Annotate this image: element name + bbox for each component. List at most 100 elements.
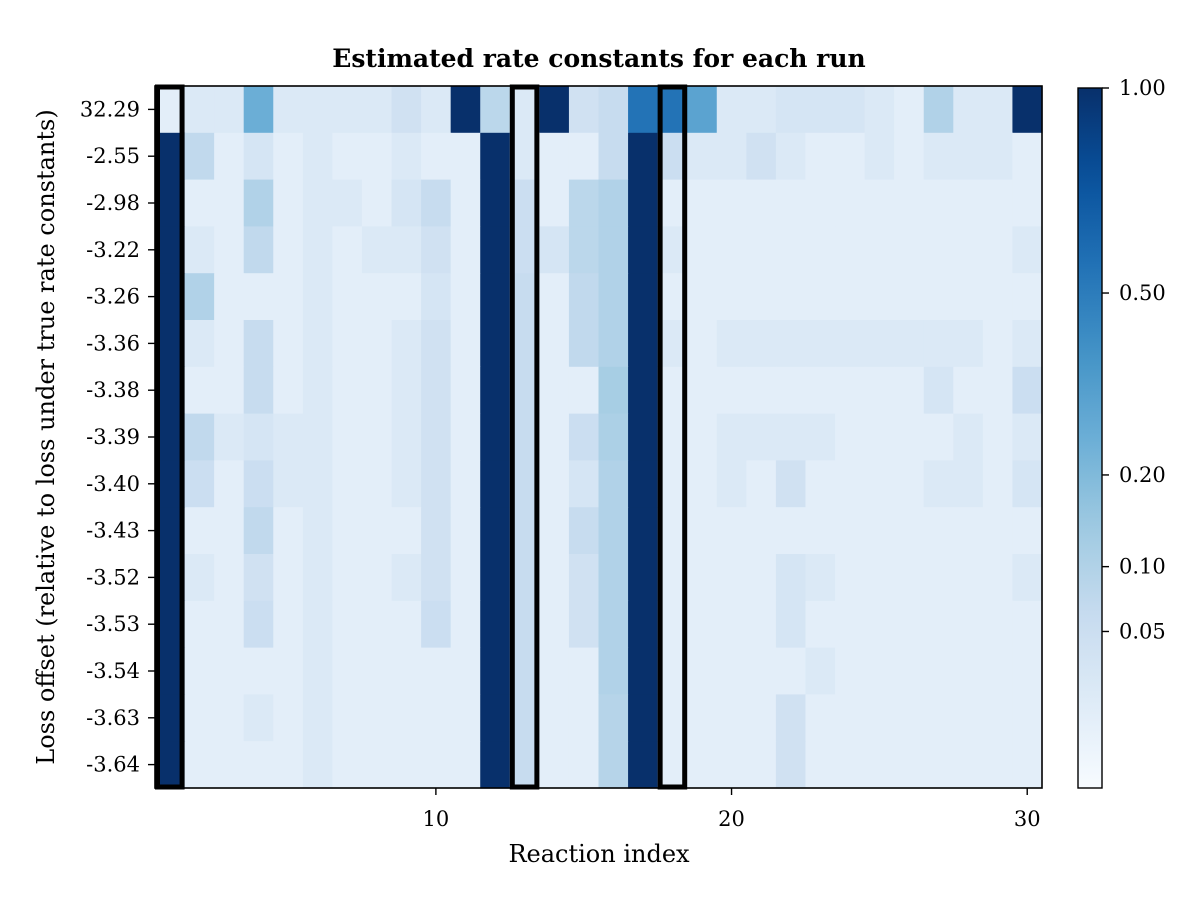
colorbar-tick-label: 0.50 — [1119, 281, 1166, 305]
heatmap-cell — [716, 600, 747, 649]
colorbar-tick-label: 1.00 — [1119, 76, 1166, 100]
heatmap-cell — [746, 273, 777, 321]
heatmap-cell — [953, 460, 984, 508]
heatmap-cell — [835, 600, 866, 649]
heatmap-cell — [1012, 413, 1043, 461]
heatmap-cell — [1012, 366, 1043, 415]
heatmap-cell — [243, 226, 274, 274]
heatmap-cell — [716, 86, 747, 134]
heatmap-cell — [982, 320, 1014, 368]
heatmap-cell — [361, 694, 393, 742]
heatmap-cell — [273, 226, 304, 274]
heatmap-cell — [184, 741, 215, 789]
heatmap-cell — [805, 320, 836, 368]
heatmap-cell — [568, 413, 600, 461]
heatmap-cell — [628, 460, 659, 508]
heatmap-cell — [450, 273, 481, 321]
heatmap-cell — [361, 132, 393, 181]
heatmap-cell — [568, 460, 600, 508]
heatmap-cell — [214, 507, 245, 555]
heatmap-cell — [214, 132, 245, 181]
heatmap-cell — [864, 413, 895, 461]
y-tick-label: -2.55 — [86, 144, 140, 168]
heatmap-cell — [332, 647, 363, 695]
heatmap-cell — [539, 460, 570, 508]
heatmap-cell — [628, 226, 659, 274]
heatmap-cell — [894, 554, 925, 602]
heatmap-cell — [628, 366, 659, 415]
heatmap-cell — [982, 647, 1014, 695]
heatmap-cell — [184, 554, 215, 602]
heatmap-cell — [450, 507, 481, 555]
heatmap-cell — [894, 741, 925, 789]
heatmap-cell — [450, 647, 481, 695]
heatmap-cell — [361, 320, 393, 368]
heatmap-cell — [835, 273, 866, 321]
heatmap-cell — [450, 413, 481, 461]
heatmap-cell — [1012, 179, 1043, 227]
heatmap-cell — [539, 554, 570, 602]
heatmap-cell — [598, 507, 629, 555]
heatmap-cell — [775, 86, 807, 134]
heatmap-cell — [687, 320, 718, 368]
heatmap-cell — [598, 647, 629, 695]
heatmap-cell — [421, 647, 452, 695]
x-axis: 10 20 30 — [423, 788, 1041, 831]
heatmap-cell — [332, 460, 363, 508]
colorbar-tick-label: 0.10 — [1119, 555, 1166, 579]
heatmap-cells — [155, 86, 1043, 789]
heatmap-cell — [480, 366, 511, 415]
heatmap-cell — [539, 413, 570, 461]
heatmap-cell — [687, 460, 718, 508]
heatmap-cell — [273, 366, 304, 415]
y-tick-label: -3.54 — [86, 659, 140, 683]
heatmap-cell — [835, 413, 866, 461]
heatmap-cell — [273, 132, 304, 181]
heatmap-cell — [391, 741, 422, 789]
heatmap-cell — [982, 741, 1014, 789]
heatmap-cell — [716, 507, 747, 555]
heatmap-cell — [539, 132, 570, 181]
heatmap-cell — [243, 507, 274, 555]
heatmap-cell — [953, 132, 984, 181]
heatmap-cell — [568, 600, 600, 649]
heatmap-cell — [243, 413, 274, 461]
heatmap-cell — [628, 507, 659, 555]
heatmap-cell — [982, 226, 1014, 274]
heatmap-cell — [628, 647, 659, 695]
heatmap-cell — [214, 366, 245, 415]
heatmap-cell — [302, 86, 333, 134]
heatmap-cell — [953, 600, 984, 649]
heatmap-cell — [716, 320, 747, 368]
y-tick-label: -3.36 — [86, 331, 140, 355]
heatmap-cell — [775, 179, 807, 227]
heatmap-cell — [361, 413, 393, 461]
heatmap-cell — [450, 554, 481, 602]
heatmap-cell — [302, 179, 333, 227]
heatmap-cell — [716, 366, 747, 415]
heatmap-cell — [775, 132, 807, 181]
heatmap-cell — [864, 694, 895, 742]
heatmap-cell — [982, 366, 1014, 415]
heatmap-cell — [480, 226, 511, 274]
heatmap-cell — [361, 741, 393, 789]
heatmap-cell — [480, 86, 511, 134]
heatmap-cell — [775, 460, 807, 508]
heatmap-cell — [450, 86, 481, 134]
heatmap-cell — [1012, 226, 1043, 274]
heatmap-cell — [953, 226, 984, 274]
heatmap-cell — [628, 694, 659, 742]
heatmap-cell — [450, 694, 481, 742]
heatmap-cell — [273, 86, 304, 134]
heatmap-cell — [805, 132, 836, 181]
heatmap-cell — [894, 132, 925, 181]
heatmap-cell — [746, 366, 777, 415]
heatmap-cell — [391, 226, 422, 274]
heatmap-cell — [273, 460, 304, 508]
heatmap-cell — [923, 647, 954, 695]
heatmap-cell — [687, 600, 718, 649]
heatmap-cell — [184, 132, 215, 181]
heatmap-cell — [716, 413, 747, 461]
heatmap-cell — [332, 507, 363, 555]
heatmap-cell — [628, 320, 659, 368]
